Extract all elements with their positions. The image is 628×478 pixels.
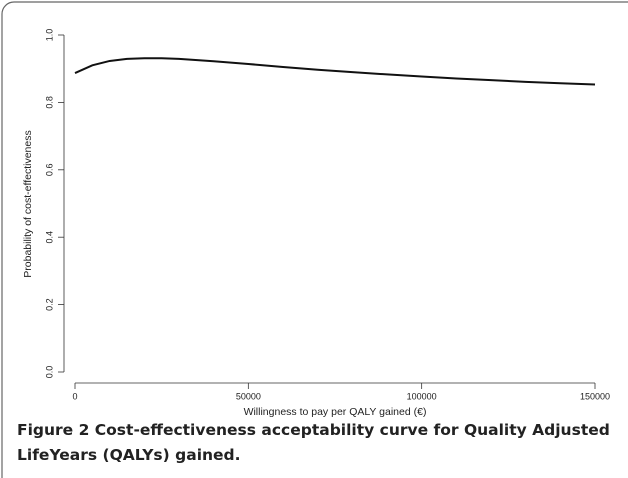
y-axis-label: Probability of cost-effectiveness <box>22 130 34 277</box>
caption: Figure 2 Cost-effectiveness acceptabilit… <box>17 421 610 464</box>
caption-label: Figure 2 <box>17 421 89 439</box>
x-tick-label: 150000 <box>580 391 610 401</box>
x-tick-label: 0 <box>72 391 77 401</box>
x-tick-label: 50000 <box>236 391 261 401</box>
y-tick-label: 0.8 <box>44 96 54 109</box>
x-tick-label: 100000 <box>407 391 437 401</box>
y-tick-label: 0.2 <box>44 298 54 311</box>
y-tick-label: 0.6 <box>44 164 54 177</box>
curve <box>74 57 596 86</box>
y-tick-label: 0.4 <box>44 231 54 244</box>
caption-text: Cost-effectiveness acceptability curve f… <box>17 421 610 464</box>
y-tick-label: 1.0 <box>44 29 54 42</box>
caption-line: LifeYears (QALYs) gained. <box>17 446 241 464</box>
caption-line: Cost-effectiveness acceptability curve f… <box>95 421 610 439</box>
y-tick-label: 0.0 <box>44 366 54 379</box>
x-axis-label: Willingness to pay per QALY gained (€) <box>244 406 427 418</box>
